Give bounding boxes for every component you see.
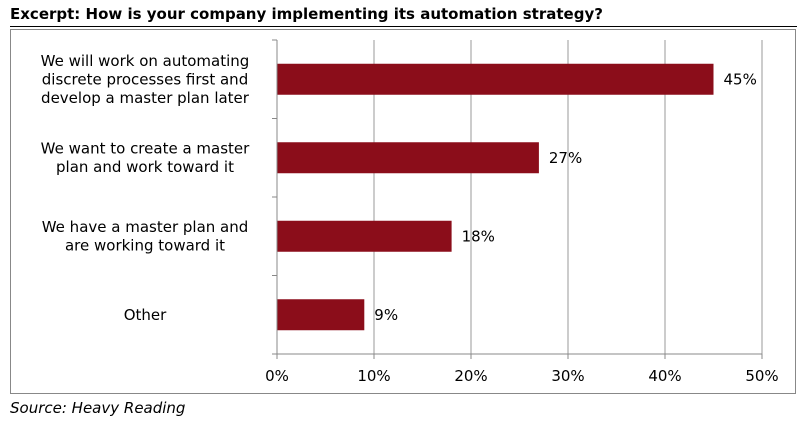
category-label: We want to create a master xyxy=(41,140,250,158)
bar xyxy=(277,220,452,252)
x-tick-label: 40% xyxy=(648,367,681,385)
x-tick-label: 20% xyxy=(454,367,487,385)
title-divider xyxy=(10,26,797,27)
bar xyxy=(277,299,365,331)
chart-title: Excerpt: How is your company implementin… xyxy=(10,5,603,23)
data-label: 45% xyxy=(724,70,757,88)
bars xyxy=(277,63,714,331)
axes xyxy=(272,39,763,359)
chart-frame xyxy=(10,29,796,394)
category-label: develop a master plan later xyxy=(41,89,250,107)
category-label: Other xyxy=(124,306,167,324)
x-tick-label: 0% xyxy=(265,367,289,385)
category-label: discrete processes first and xyxy=(42,70,248,88)
source-note: Source: Heavy Reading xyxy=(10,399,186,417)
category-label: We will work on automating xyxy=(41,52,250,70)
x-tick-label: 30% xyxy=(551,367,584,385)
data-label: 27% xyxy=(549,149,582,167)
labels: 0% 10% 20% 30% 40% 50% 45% We will work on auto… xyxy=(41,52,779,385)
bar xyxy=(277,142,539,174)
category-label: are working toward it xyxy=(65,237,225,255)
category-label: We have a master plan and xyxy=(42,218,249,236)
x-tick-label: 10% xyxy=(357,367,390,385)
x-tick-label: 50% xyxy=(745,367,778,385)
data-label: 18% xyxy=(462,227,495,245)
bar xyxy=(277,63,714,95)
data-label: 9% xyxy=(374,306,398,324)
category-label: plan and work toward it xyxy=(56,158,234,176)
